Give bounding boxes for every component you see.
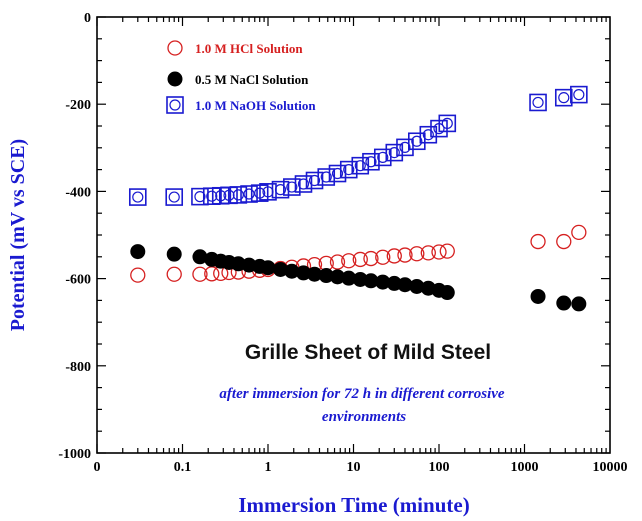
- data-point: [271, 180, 290, 199]
- data-point: [375, 249, 391, 265]
- data-point: [529, 93, 547, 112]
- data-point: [373, 148, 392, 167]
- data-point: [362, 152, 380, 171]
- data-point: [419, 125, 438, 144]
- legend-marker: [167, 40, 183, 56]
- data-point: [260, 260, 276, 276]
- x-tick-label: 1: [265, 460, 272, 475]
- data-point: [240, 185, 258, 203]
- data-point: [439, 285, 455, 301]
- data-point: [386, 248, 402, 264]
- data-point: [317, 168, 336, 186]
- data-point: [191, 187, 209, 206]
- data-point: [130, 244, 146, 260]
- x-axis-label: Immersion Time (minute): [238, 493, 469, 517]
- y-tick-label: -400: [65, 185, 91, 200]
- data-point: [130, 267, 146, 283]
- data-point: [166, 266, 182, 282]
- ticks-layer: 0.1 1 10 100 1000 10000 0 0 -200 -400 -600 -800 -100…: [58, 11, 627, 475]
- data-point: [220, 186, 238, 205]
- data-point: [420, 245, 436, 261]
- data-point: [202, 187, 221, 205]
- data-point: [556, 295, 572, 311]
- x-tick-label: 10000: [593, 460, 628, 475]
- y-tick-label: -600: [65, 273, 91, 288]
- legend: 1.0 M HCl Solution 0.5 M NaCl Solution 1.0…: [166, 40, 316, 114]
- data-point: [571, 296, 587, 312]
- legend-label: 1.0 M HCl Solution: [195, 41, 303, 56]
- y-tick-label: 0: [84, 11, 91, 26]
- data-point: [229, 186, 248, 204]
- data-point: [363, 250, 379, 267]
- legend-label: 1.0 M NaOH Solution: [195, 98, 316, 113]
- x-tick-label: 0: [94, 460, 101, 475]
- data-point: [438, 114, 457, 133]
- y-axis-label: Potential (mV vs SCE): [7, 139, 29, 331]
- data-point: [305, 171, 324, 190]
- data-point: [396, 138, 414, 157]
- y-tick-label: -800: [65, 360, 91, 375]
- legend-marker: [166, 96, 184, 114]
- chart-subtitle-line-1: after immersion for 72 h in different co…: [219, 386, 504, 402]
- series-layer: [128, 85, 588, 312]
- legend-marker: [167, 71, 183, 87]
- data-point: [570, 85, 588, 104]
- data-point: [397, 247, 413, 263]
- data-point: [328, 164, 347, 183]
- legend-label: 0.5 M NaCl Solution: [195, 72, 309, 87]
- data-point: [339, 160, 358, 179]
- data-point: [431, 244, 447, 260]
- chart-subtitle-line-2: environments: [322, 409, 406, 425]
- data-point: [556, 233, 572, 250]
- data-point: [409, 246, 425, 262]
- x-tick-label: 0.1: [174, 460, 192, 475]
- data-point: [166, 246, 182, 262]
- data-point: [341, 253, 357, 269]
- series-2: [128, 85, 588, 206]
- data-point: [385, 143, 404, 162]
- data-point: [571, 224, 587, 241]
- x-tick-label: 100: [429, 460, 450, 475]
- data-point: [530, 288, 546, 304]
- y-tick-label: -1000: [58, 447, 91, 462]
- data-point: [408, 132, 426, 151]
- chart-title: Grille Sheet of Mild Steel: [245, 341, 491, 364]
- data-point: [530, 233, 546, 250]
- data-point: [554, 88, 573, 107]
- data-point: [192, 266, 208, 282]
- series-1: [130, 244, 587, 312]
- y-tick-label: -200: [65, 98, 91, 113]
- data-point: [439, 243, 455, 259]
- x-tick-label: 1000: [511, 460, 539, 475]
- data-point: [165, 188, 184, 206]
- data-point: [352, 251, 368, 268]
- data-point: [329, 254, 346, 270]
- x-tick-label: 10: [347, 460, 361, 475]
- data-point: [128, 188, 147, 206]
